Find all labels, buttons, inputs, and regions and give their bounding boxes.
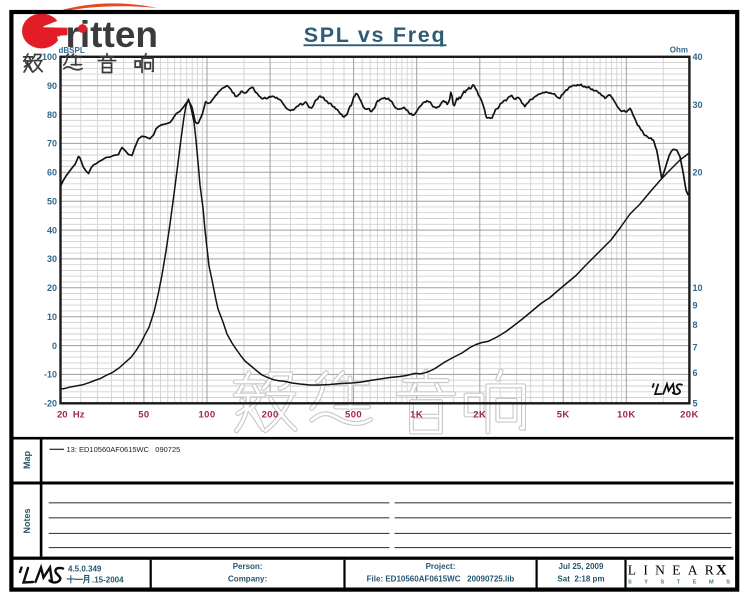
svg-text:ritten: ritten (66, 14, 159, 55)
svg-text:0: 0 (52, 341, 57, 351)
svg-text:200: 200 (262, 410, 279, 421)
svg-text:50: 50 (138, 410, 149, 421)
svg-text:500: 500 (345, 410, 362, 421)
svg-text:100: 100 (42, 52, 57, 62)
svg-text:30: 30 (693, 100, 703, 110)
svg-text:-20: -20 (44, 399, 57, 409)
svg-text:20 Hz: 20 Hz (57, 410, 85, 421)
svg-text:10: 10 (47, 312, 57, 322)
svg-text:Map: Map (22, 450, 32, 469)
svg-text:Notes: Notes (22, 508, 32, 533)
svg-text:10K: 10K (617, 410, 636, 421)
svg-text:50: 50 (47, 196, 57, 206)
svg-text:70: 70 (47, 139, 57, 149)
svg-text:Company:: Company: (228, 575, 267, 584)
svg-text:SPL vs Freq: SPL vs Freq (304, 23, 447, 47)
svg-text:-10: -10 (44, 370, 57, 380)
svg-text:40: 40 (47, 225, 57, 235)
svg-text:13: ED10560AF0615WC 090725: 13: ED10560AF0615WC 090725 (67, 445, 181, 454)
svg-text:5: 5 (693, 399, 698, 409)
svg-text:60: 60 (47, 168, 57, 178)
svg-text:Project:: Project: (426, 562, 456, 571)
svg-text:Jul 25, 2009: Jul 25, 2009 (559, 562, 604, 571)
svg-text:File: ED10560AF0615WC 200907: File: ED10560AF0615WC 20090725.lib (367, 575, 515, 584)
svg-text:.15-2004: .15-2004 (92, 576, 124, 585)
svg-text:1K: 1K (410, 410, 423, 421)
svg-text:30: 30 (47, 254, 57, 264)
svg-text:5K: 5K (557, 410, 570, 421)
svg-text:X: X (716, 563, 727, 579)
svg-text:dBSPL: dBSPL (59, 46, 85, 55)
svg-text:20K: 20K (680, 410, 699, 421)
svg-text:9: 9 (693, 301, 698, 311)
svg-text:2K: 2K (473, 410, 486, 421)
svg-text:20: 20 (693, 168, 703, 178)
svg-text:90: 90 (47, 81, 57, 91)
svg-text:Sat 2:18 pm: Sat 2:18 pm (557, 575, 604, 584)
svg-text:10: 10 (693, 283, 703, 293)
svg-text:7: 7 (693, 342, 698, 352)
svg-text:40: 40 (693, 52, 703, 62)
svg-text:Ohm: Ohm (670, 46, 688, 55)
svg-text:100: 100 (198, 410, 215, 421)
svg-text:Person:: Person: (233, 562, 263, 571)
svg-text:6: 6 (693, 368, 698, 378)
svg-text:20: 20 (47, 283, 57, 293)
svg-text:SYSTEMS: SYSTEMS (628, 579, 730, 585)
svg-text:8: 8 (693, 320, 698, 330)
svg-text:80: 80 (47, 110, 57, 120)
svg-text:4.5.0.349: 4.5.0.349 (68, 565, 102, 574)
